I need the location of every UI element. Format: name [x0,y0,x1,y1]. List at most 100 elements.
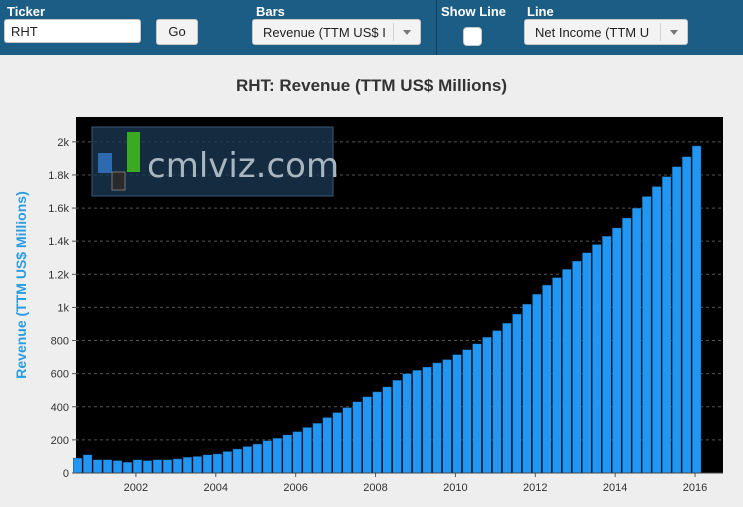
bar [682,156,692,474]
bar [232,448,242,474]
y-tick-label: 1.2k [48,269,69,281]
bar [292,431,302,474]
bar [592,244,602,474]
bar [242,446,252,474]
bar [572,260,582,474]
bar [272,438,282,474]
bar [372,391,382,474]
y-tick-label: 800 [51,336,69,348]
chevron-down-icon [660,23,687,41]
bar [142,460,153,474]
bars-select[interactable]: Revenue (TTM US$ I [252,19,421,45]
line-select-value: Net Income (TTM U [535,25,650,40]
bars [73,145,702,474]
bar [162,459,173,474]
bar [502,322,512,474]
bar [602,236,612,474]
bar [92,459,103,474]
bar [322,417,332,474]
line-label: Line [527,4,554,19]
toolbar-divider [436,0,437,55]
bar [362,396,372,474]
y-tick-label: 600 [51,369,69,381]
bar [102,459,113,474]
y-tick-label: 0 [63,468,69,480]
bar [152,459,163,474]
bar [302,427,312,474]
bar [462,349,472,474]
bar [282,434,292,474]
logo-bar-green-icon [127,132,140,172]
bar [112,460,123,474]
bar [532,293,542,474]
bar [452,354,462,474]
y-tick-label: 1.4k [48,236,69,248]
chart-title: RHT: Revenue (TTM US$ Millions) [235,76,508,95]
cmlviz-watermark: cmlviz.com [91,126,339,197]
bar [512,313,522,474]
chevron-down-icon [393,23,420,41]
bar [82,454,93,474]
bar [422,366,432,474]
x-axis: 2002 2004 2006 2008 2010 2012 2014 2016 [124,473,707,494]
y-tick-label: 1k [57,302,69,314]
bar [392,380,402,474]
bar [522,303,532,474]
bar [342,407,352,474]
bar [212,453,222,474]
bar [73,457,83,474]
bar [202,454,212,474]
y-tick-label: 1.8k [48,170,69,182]
x-tick-label: 2006 [283,482,307,494]
bar [172,458,183,474]
x-tick-label: 2002 [124,482,148,494]
x-tick-label: 2016 [683,482,707,494]
bar [642,196,652,474]
bar [622,217,632,474]
revenue-chart: cmlviz.com 0 200 400 600 800 1k 1.2k 1.4k 1.6k 1.… [48,117,723,494]
bar [562,269,572,474]
y-tick-label: 400 [51,402,69,414]
bar [222,451,232,474]
bar [542,284,552,474]
bar [262,440,272,474]
bar [132,459,143,474]
bar [192,456,203,474]
go-button[interactable]: Go [156,19,198,45]
ticker-input[interactable]: RHT [4,19,141,43]
line-select[interactable]: Net Income (TTM U [524,19,688,45]
bar [612,227,622,474]
bar [432,362,442,474]
y-axis: 0 200 400 600 800 1k 1.2k 1.4k 1.6k 1.8k 2k [48,137,76,480]
bar [182,457,193,474]
bar [492,330,502,474]
toolbar: Ticker RHT Go Bars Revenue (TTM US$ I Sh… [0,0,743,55]
bar [662,176,672,474]
ticker-label: Ticker [7,4,46,19]
bar [312,423,322,474]
y-tick-label: 2k [57,137,69,149]
bars-label: Bars [256,4,285,19]
bar [632,207,642,474]
x-tick-label: 2004 [204,482,228,494]
bar [252,443,262,474]
bar [552,277,562,474]
bar [472,343,482,474]
y-tick-label: 200 [51,435,69,447]
bar [412,370,422,474]
watermark-text: cmlviz.com [147,146,339,186]
bar [652,186,662,474]
show-line-label: Show Line [441,4,506,19]
show-line-checkbox[interactable] [463,27,482,46]
bar [582,252,592,474]
logo-bar-blue-icon [98,153,112,173]
bar [482,337,492,474]
bar [352,401,362,474]
bars-select-value: Revenue (TTM US$ I [263,25,386,40]
y-tick-label: 1.6k [48,203,69,215]
x-tick-label: 2010 [443,482,467,494]
x-tick-label: 2008 [363,482,387,494]
bar [332,412,342,474]
x-tick-label: 2012 [523,482,547,494]
bar [382,386,392,474]
